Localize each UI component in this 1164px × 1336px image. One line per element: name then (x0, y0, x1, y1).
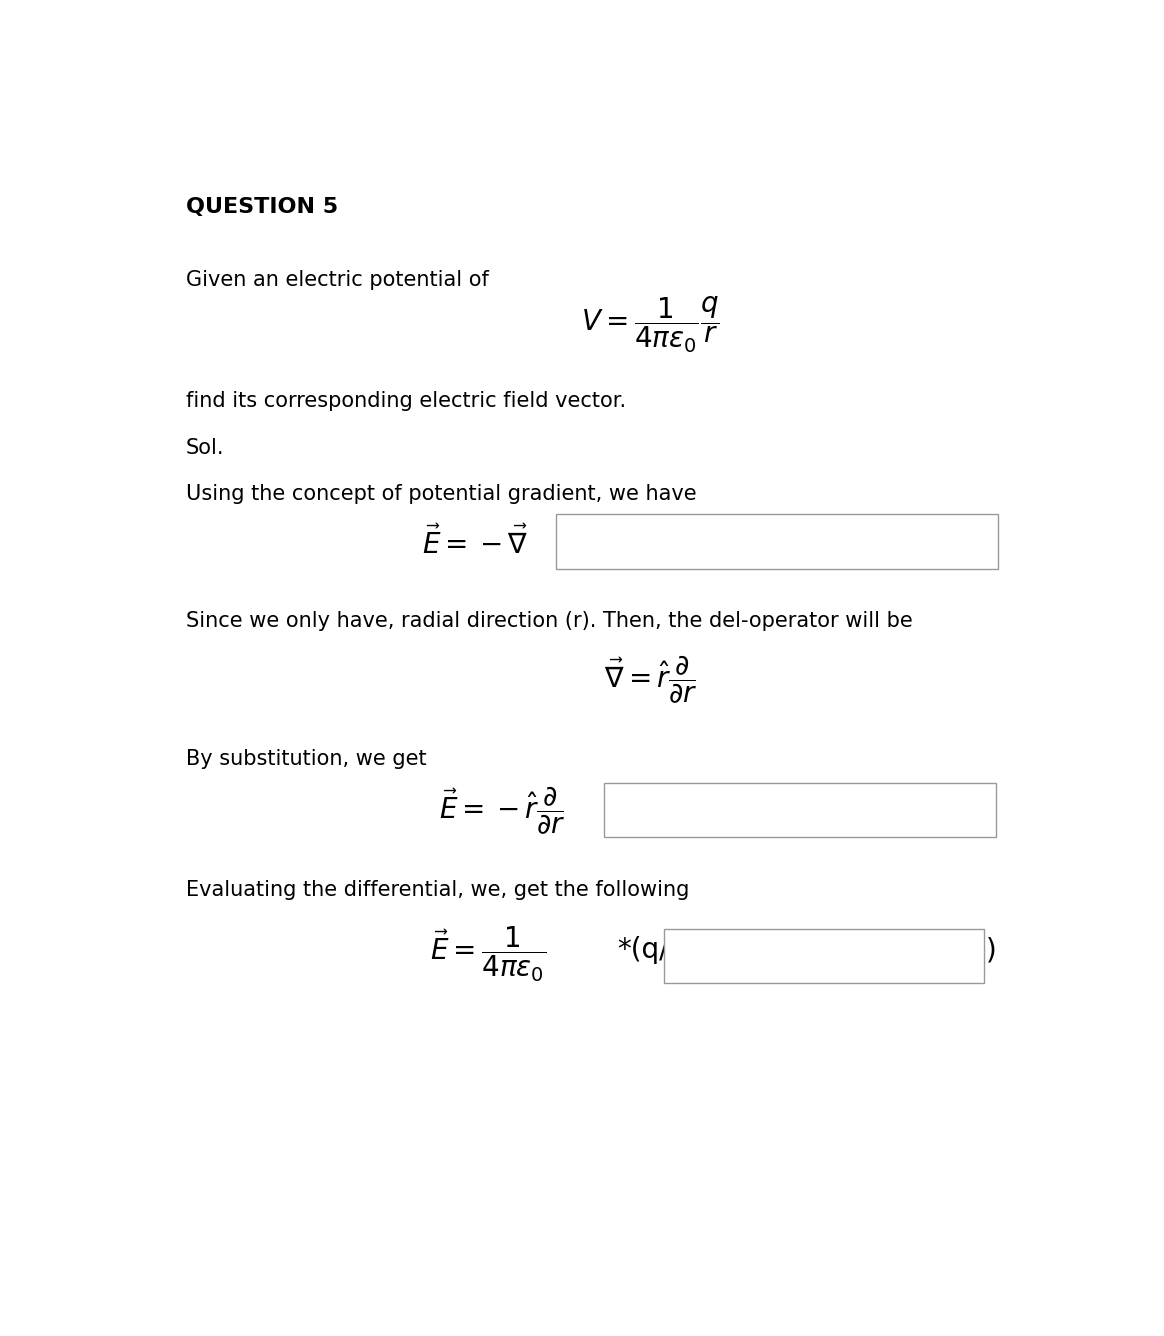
Text: $\vec{E} = -\vec{\nabla}$: $\vec{E} = -\vec{\nabla}$ (421, 526, 528, 560)
Text: Evaluating the differential, we, get the following: Evaluating the differential, we, get the… (186, 880, 689, 900)
Text: find its corresponding electric field vector.: find its corresponding electric field ve… (186, 390, 626, 410)
FancyBboxPatch shape (665, 929, 985, 983)
Text: ): ) (986, 937, 998, 965)
Text: *(q/: *(q/ (617, 937, 669, 965)
Text: By substitution, we get: By substitution, we get (186, 748, 427, 768)
Text: Using the concept of potential gradient, we have: Using the concept of potential gradient,… (186, 485, 697, 505)
FancyBboxPatch shape (604, 783, 996, 838)
Text: Since we only have, radial direction (r). Then, the del-operator will be: Since we only have, radial direction (r)… (186, 611, 913, 631)
Text: $\vec{\nabla} = \hat{r}\dfrac{\partial}{\partial r}$: $\vec{\nabla} = \hat{r}\dfrac{\partial}{… (604, 653, 697, 705)
Text: $V = \dfrac{1}{4\pi\varepsilon_0}\dfrac{q}{r}$: $V = \dfrac{1}{4\pi\varepsilon_0}\dfrac{… (581, 295, 721, 355)
Text: $\vec{E} = \dfrac{1}{4\pi\varepsilon_0}$: $\vec{E} = \dfrac{1}{4\pi\varepsilon_0}$ (431, 925, 546, 985)
Text: $\vec{E} = -\hat{r}\dfrac{\partial}{\partial r}$: $\vec{E} = -\hat{r}\dfrac{\partial}{\par… (439, 784, 565, 836)
Text: Sol.: Sol. (186, 438, 225, 458)
Text: Given an electric potential of: Given an electric potential of (186, 270, 489, 290)
Text: QUESTION 5: QUESTION 5 (186, 198, 339, 218)
FancyBboxPatch shape (556, 514, 998, 569)
